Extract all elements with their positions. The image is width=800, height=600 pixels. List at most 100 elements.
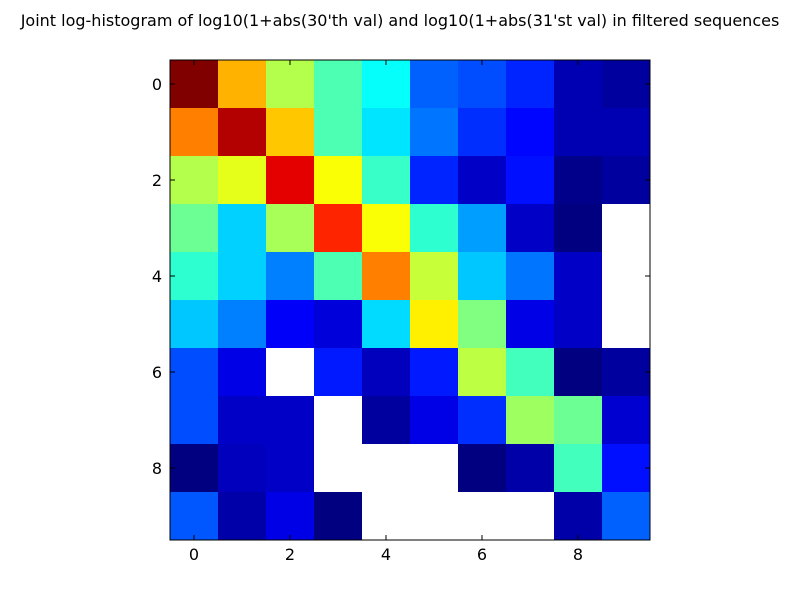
heatmap-cell: [458, 348, 507, 397]
y-axis: 0 2 4 6 8: [152, 75, 650, 478]
heatmap-cell: [410, 108, 459, 157]
heatmap-cell: [602, 444, 651, 493]
heatmap-cell: [170, 444, 219, 493]
heatmap-cell: [362, 300, 411, 349]
heatmap-cell: [314, 204, 363, 253]
heatmap-cell: [410, 396, 459, 445]
heatmap-cell: [410, 60, 459, 109]
y-tick-label: 0: [152, 75, 162, 94]
heatmap-cell: [554, 300, 603, 349]
x-axis: 0 2 4 6 8: [189, 60, 583, 564]
x-tick-label: 8: [573, 545, 583, 564]
heatmap-cell: [506, 300, 555, 349]
heatmap-cell: [314, 396, 363, 445]
heatmap-cell: [506, 60, 555, 109]
heatmap-cell: [506, 396, 555, 445]
heatmap-cell: [266, 396, 315, 445]
heatmap-cell: [314, 348, 363, 397]
heatmap-cell: [170, 348, 219, 397]
heatmap-cell: [170, 252, 219, 301]
heatmap-cell: [602, 156, 651, 205]
y-tick-label: 8: [152, 459, 162, 478]
heatmap-cell: [362, 348, 411, 397]
heatmap-cell: [506, 348, 555, 397]
chart-title: Joint log-histogram of log10(1+abs(30'th…: [20, 11, 780, 30]
heatmap-cell: [410, 300, 459, 349]
heatmap-cell: [266, 108, 315, 157]
heatmap-cell: [314, 156, 363, 205]
heatmap-cell: [170, 156, 219, 205]
heatmap-cell: [554, 444, 603, 493]
heatmap-cell: [458, 396, 507, 445]
heatmap-cell: [170, 204, 219, 253]
heatmap-cell: [410, 348, 459, 397]
heatmap-cell: [554, 396, 603, 445]
heatmap-cell: [554, 108, 603, 157]
heatmap-cell: [506, 204, 555, 253]
heatmap-cell: [170, 300, 219, 349]
heatmap-cell: [314, 108, 363, 157]
heatmap-cell: [266, 444, 315, 493]
plot-frame: [169, 59, 651, 541]
heatmap-cell: [170, 60, 219, 109]
heatmap-cell: [506, 252, 555, 301]
heatmap-cell: [362, 156, 411, 205]
heatmap-cell: [314, 300, 363, 349]
heatmap-cell: [506, 156, 555, 205]
heatmap-cells: [170, 60, 651, 541]
heatmap-cell: [170, 396, 219, 445]
heatmap-cell: [554, 348, 603, 397]
x-tick-label: 4: [381, 545, 391, 564]
heatmap-cell: [602, 348, 651, 397]
heatmap-cell: [362, 108, 411, 157]
x-tick-label: 0: [189, 545, 199, 564]
heatmap-cell: [218, 156, 267, 205]
heatmap-cell: [410, 252, 459, 301]
heatmap-cell: [170, 492, 219, 541]
heatmap-cell: [458, 444, 507, 493]
heatmap-cell: [506, 108, 555, 157]
heatmap-cell: [410, 492, 459, 541]
heatmap-cell: [314, 444, 363, 493]
heatmap-cell: [266, 492, 315, 541]
heatmap-cell: [554, 252, 603, 301]
heatmap-cell: [602, 300, 651, 349]
heatmap-cell: [602, 252, 651, 301]
heatmap-cell: [458, 492, 507, 541]
y-tick-label: 6: [152, 363, 162, 382]
heatmap-cell: [362, 396, 411, 445]
heatmap-cell: [362, 204, 411, 253]
heatmap-cell: [266, 252, 315, 301]
y-tick-label: 2: [152, 171, 162, 190]
heatmap-cell: [554, 60, 603, 109]
heatmap-cell: [506, 492, 555, 541]
heatmap-cell: [602, 396, 651, 445]
heatmap-cell: [218, 60, 267, 109]
heatmap-cell: [554, 492, 603, 541]
heatmap-cell: [458, 300, 507, 349]
heatmap-cell: [218, 252, 267, 301]
heatmap-cell: [458, 108, 507, 157]
heatmap-cell: [410, 156, 459, 205]
heatmap-cell: [458, 204, 507, 253]
heatmap-cell: [218, 300, 267, 349]
heatmap-cell: [218, 444, 267, 493]
heatmap-cell: [458, 252, 507, 301]
heatmap-cell: [266, 204, 315, 253]
heatmap-cell: [314, 252, 363, 301]
heatmap-cell: [602, 108, 651, 157]
heatmap-cell: [410, 444, 459, 493]
heatmap-cell: [602, 492, 651, 541]
heatmap-cell: [266, 60, 315, 109]
heatmap-cell: [314, 492, 363, 541]
heatmap-cell: [602, 60, 651, 109]
heatmap-cell: [218, 108, 267, 157]
heatmap-cell: [218, 396, 267, 445]
heatmap-cell: [266, 348, 315, 397]
heatmap-cell: [458, 60, 507, 109]
heatmap-cell: [410, 204, 459, 253]
heatmap-cell: [314, 60, 363, 109]
heatmap-cell: [362, 492, 411, 541]
heatmap-cell: [458, 156, 507, 205]
